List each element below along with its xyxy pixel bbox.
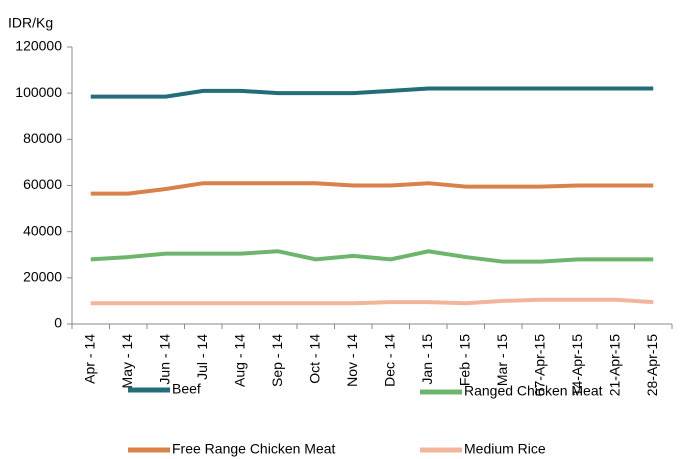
x-tick-label: 14-Apr-15 bbox=[569, 334, 585, 396]
y-tick-label: 120000 bbox=[15, 38, 62, 54]
x-tick-label: Jul - 14 bbox=[194, 334, 210, 380]
x-tick-label: Nov - 14 bbox=[344, 334, 360, 387]
series-line bbox=[90, 181, 654, 196]
series-line bbox=[90, 297, 654, 306]
legend-label: Free Range Chicken Meat bbox=[172, 441, 336, 457]
x-tick-label: May - 14 bbox=[119, 334, 135, 389]
y-tick-label: 60000 bbox=[23, 176, 62, 192]
x-tick-label: Aug - 14 bbox=[231, 334, 247, 387]
x-tick-label: Mar - 15 bbox=[494, 334, 510, 386]
y-tick-label: 40000 bbox=[23, 222, 62, 238]
x-tick-label: 07-Apr-15 bbox=[531, 334, 547, 396]
y-tick-label: 80000 bbox=[23, 130, 62, 146]
x-tick-label: Feb - 15 bbox=[456, 334, 472, 386]
x-tick-label: Oct - 14 bbox=[306, 334, 322, 384]
x-tick-label: Apr - 14 bbox=[81, 334, 97, 384]
legend-label: Ranged Chicken Meat bbox=[464, 383, 603, 399]
x-tick-label: Jan - 15 bbox=[419, 334, 435, 385]
x-tick-label: Sep - 14 bbox=[269, 334, 285, 387]
x-tick-label: 21-Apr-15 bbox=[606, 334, 622, 396]
series-line bbox=[90, 249, 654, 264]
x-tick-label: 28-Apr-15 bbox=[644, 334, 660, 396]
y-tick-label: 20000 bbox=[23, 269, 62, 285]
series-line bbox=[90, 86, 654, 99]
y-axis-label: IDR/Kg bbox=[8, 15, 53, 31]
y-tick-label: 0 bbox=[54, 315, 62, 331]
x-tick-label: Dec - 14 bbox=[381, 334, 397, 387]
legend-label: Beef bbox=[172, 381, 201, 397]
y-tick-label: 100000 bbox=[15, 84, 62, 100]
legend-label: Medium Rice bbox=[464, 441, 546, 457]
x-tick-label: Jun - 14 bbox=[156, 334, 172, 385]
